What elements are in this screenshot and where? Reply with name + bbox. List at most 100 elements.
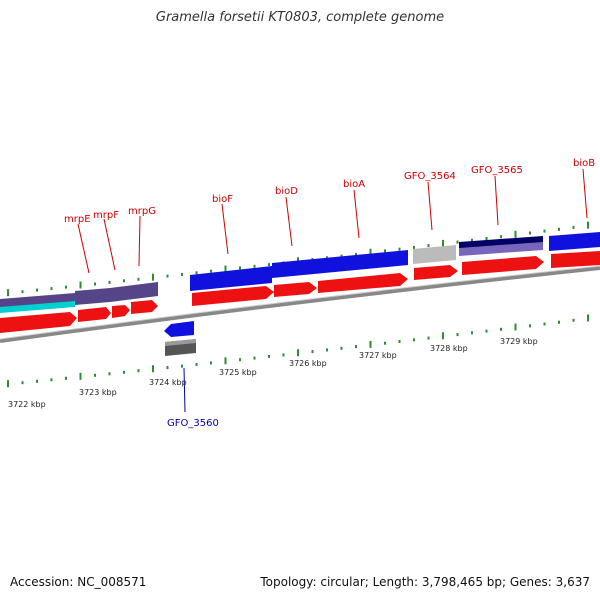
- cds-arrow[interactable]: [78, 307, 111, 322]
- minor-tick: [558, 320, 560, 324]
- cds-arrow[interactable]: [462, 256, 544, 275]
- scale-label: 3727 kbp: [359, 351, 397, 360]
- outer-feature-track: [0, 232, 600, 313]
- gene-labels: mrpE mrpF mrpG bioF bioD bioA GFO_3564 G…: [64, 158, 595, 429]
- gene-label-GFO_3564[interactable]: GFO_3564: [404, 171, 456, 182]
- scale-labels: 3722 kbp 3723 kbp 3724 kbp 3725 kbp 3726…: [8, 337, 538, 409]
- scale-label: 3726 kbp: [289, 359, 327, 368]
- major-tick: [224, 357, 227, 365]
- minor-tick: [123, 370, 125, 374]
- minor-tick: [456, 240, 459, 244]
- feature-bioB[interactable]: [549, 232, 600, 251]
- minor-tick: [36, 379, 38, 383]
- feature-mrpG[interactable]: [110, 282, 158, 302]
- cds-arrow[interactable]: [112, 305, 130, 318]
- gene-label-bioA[interactable]: bioA: [343, 179, 365, 190]
- minor-tick: [239, 266, 241, 270]
- gene-label-GFO_3565[interactable]: GFO_3565: [471, 165, 523, 176]
- label-leaders: [77, 168, 588, 413]
- gene-label-mrpE[interactable]: mrpE: [64, 214, 91, 225]
- minor-tick: [137, 277, 140, 281]
- leader-bioB: [582, 168, 588, 219]
- map-title: Gramella forsetii KT0803, complete genom…: [155, 10, 445, 25]
- major-tick: [152, 273, 154, 281]
- major-tick: [7, 289, 9, 297]
- scale-label: 3722 kbp: [8, 400, 46, 409]
- gene-label-mrpF[interactable]: mrpF: [93, 210, 119, 221]
- leader-GFO_3560: [183, 367, 186, 413]
- major-tick: [369, 340, 372, 348]
- minor-tick: [340, 346, 343, 350]
- minor-tick: [181, 273, 183, 276]
- minor-tick: [355, 345, 357, 349]
- minor-tick: [311, 350, 314, 354]
- minor-tick: [572, 225, 575, 229]
- minor-tick: [123, 279, 125, 283]
- gene-label-bioF[interactable]: bioF: [212, 194, 233, 205]
- scale-label: 3729 kbp: [500, 337, 538, 346]
- leader-GFO_3564: [427, 181, 433, 231]
- cds-arrow[interactable]: [318, 273, 408, 293]
- leader-mrpF: [103, 218, 116, 271]
- minor-tick: [384, 341, 386, 345]
- feature-GFO_3565-light[interactable]: [459, 242, 543, 256]
- major-tick: [7, 380, 9, 388]
- minor-tick: [500, 327, 502, 331]
- minor-tick: [282, 353, 285, 357]
- minor-tick: [21, 381, 24, 385]
- minor-tick: [543, 322, 546, 326]
- major-tick: [514, 230, 517, 238]
- leader-GFO_3565: [494, 175, 499, 226]
- minor-tick: [355, 252, 357, 256]
- cds-arrow[interactable]: [0, 312, 77, 333]
- major-tick: [442, 239, 444, 247]
- gene-label-bioD[interactable]: bioD: [275, 186, 298, 197]
- minor-tick: [471, 238, 473, 242]
- cds-arrow[interactable]: [551, 251, 600, 268]
- gene-label-GFO_3560[interactable]: GFO_3560: [167, 418, 219, 429]
- cds-arrow[interactable]: [192, 286, 274, 306]
- cds-arrow[interactable]: [414, 265, 458, 280]
- minor-tick: [195, 271, 198, 275]
- feature-cyan-left[interactable]: [0, 301, 75, 313]
- minor-tick: [166, 274, 169, 278]
- minor-tick: [108, 280, 111, 284]
- feature-bioF[interactable]: [190, 266, 272, 291]
- feature-GFO_3560-gray-top: [165, 339, 196, 346]
- minor-tick: [398, 340, 401, 343]
- minor-tick: [398, 247, 401, 251]
- feature-bioD[interactable]: [272, 250, 408, 278]
- minor-tick: [543, 229, 546, 233]
- minor-tick: [65, 376, 67, 380]
- minor-tick: [529, 231, 531, 235]
- major-tick: [224, 265, 227, 273]
- genome-backbone: [0, 266, 600, 343]
- major-tick: [79, 281, 82, 289]
- minor-tick: [456, 333, 459, 337]
- gene-label-mrpG[interactable]: mrpG: [128, 206, 156, 217]
- minor-tick: [471, 331, 473, 335]
- minor-tick: [50, 378, 53, 382]
- minor-tick: [36, 288, 38, 292]
- feature-GFO_3564[interactable]: [413, 245, 456, 264]
- lower-tick-row: [7, 314, 589, 388]
- minor-tick: [427, 244, 430, 248]
- minor-tick: [108, 372, 111, 376]
- gene-label-bioB[interactable]: bioB: [573, 158, 595, 169]
- minor-tick: [427, 336, 430, 340]
- feature-mrpF[interactable]: [75, 288, 110, 305]
- feature-GFO_3560[interactable]: [164, 321, 194, 337]
- cds-arrow[interactable]: [131, 300, 158, 314]
- leader-mrpE: [77, 223, 90, 274]
- scale-label: 3724 kbp: [149, 378, 187, 387]
- minor-tick: [210, 269, 212, 273]
- minor-tick: [181, 364, 183, 368]
- minor-tick: [413, 245, 415, 249]
- minor-tick: [500, 235, 502, 239]
- minor-tick: [210, 361, 212, 365]
- cds-arrow[interactable]: [274, 282, 317, 297]
- minor-tick: [94, 373, 96, 377]
- cds-track: [0, 251, 600, 333]
- minor-tick: [413, 338, 415, 342]
